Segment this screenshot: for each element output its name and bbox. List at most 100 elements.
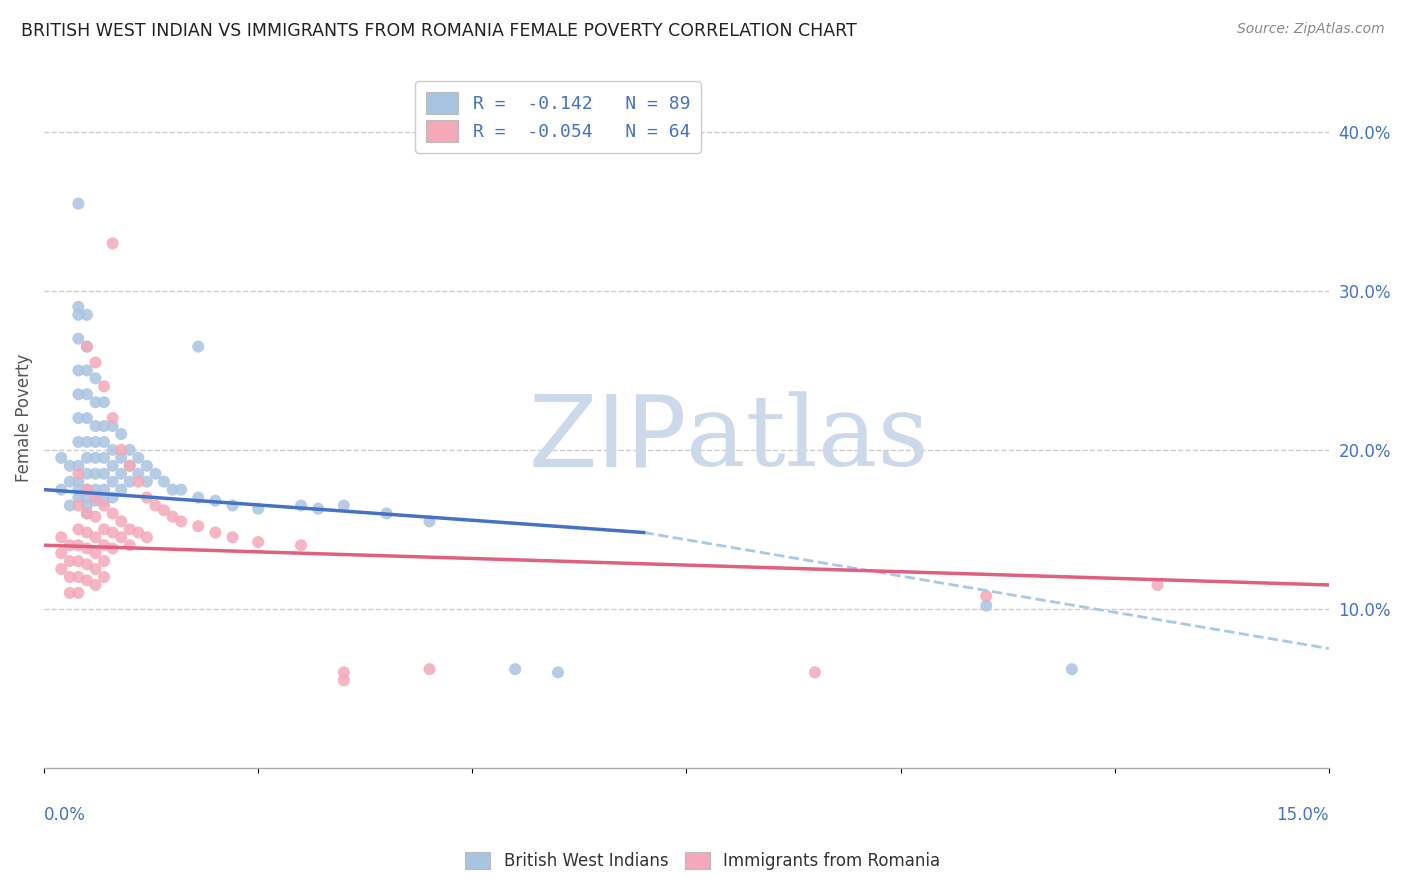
Point [170,483,193,497]
Point [51,450,73,465]
Point [84,530,107,544]
Point [127,525,149,540]
Point [59,554,82,568]
Point [1146,578,1168,592]
Point [76,363,98,377]
Point [84,467,107,481]
Point [51,546,73,560]
Point [101,541,124,556]
Point [51,483,73,497]
Point [76,340,98,354]
Point [84,562,107,576]
Point [59,475,82,489]
Point [67,491,90,505]
Point [59,499,82,513]
Point [974,599,997,613]
Point [93,554,115,568]
Point [375,507,398,521]
Point [418,662,440,676]
Point [162,509,184,524]
Point [290,499,312,513]
Point [418,515,440,529]
Y-axis label: Female Poverty: Female Poverty [15,354,32,483]
Point [135,458,157,473]
Point [93,483,115,497]
Point [118,538,141,552]
Point [101,419,124,434]
Point [101,442,124,457]
Point [67,475,90,489]
Point [76,387,98,401]
Point [76,507,98,521]
Point [503,662,526,676]
Point [67,586,90,600]
Text: Source: ZipAtlas.com: Source: ZipAtlas.com [1237,22,1385,37]
Point [76,541,98,556]
Point [76,411,98,425]
Point [67,554,90,568]
Point [547,665,569,680]
Text: 15.0%: 15.0% [1277,806,1329,824]
Point [59,586,82,600]
Point [221,499,243,513]
Point [59,538,82,552]
Point [101,236,124,251]
Point [118,442,141,457]
Point [84,434,107,449]
Point [76,573,98,587]
Point [93,538,115,552]
Point [84,509,107,524]
Point [187,340,209,354]
Point [101,491,124,505]
Point [84,395,107,409]
Point [127,467,149,481]
Point [84,419,107,434]
Point [247,535,270,549]
Point [333,665,356,680]
Point [101,507,124,521]
Point [118,458,141,473]
Point [145,467,167,481]
Point [101,458,124,473]
Legend: R =  -0.142   N = 89, R =  -0.054   N = 64: R = -0.142 N = 89, R = -0.054 N = 64 [415,81,702,153]
Point [187,519,209,533]
Point [76,450,98,465]
Point [170,515,193,529]
Point [333,673,356,688]
Point [67,538,90,552]
Point [204,493,226,508]
Point [76,558,98,572]
Point [93,522,115,536]
Point [76,308,98,322]
Point [93,570,115,584]
Point [101,411,124,425]
Point [84,371,107,385]
Point [290,538,312,552]
Point [76,434,98,449]
Text: 0.0%: 0.0% [44,806,86,824]
Point [67,570,90,584]
Point [101,475,124,489]
Point [76,467,98,481]
Point [1060,662,1083,676]
Point [307,501,329,516]
Point [67,196,90,211]
Point [76,491,98,505]
Point [59,458,82,473]
Point [93,395,115,409]
Point [67,483,90,497]
Point [67,308,90,322]
Point [51,530,73,544]
Point [110,427,132,442]
Point [804,665,827,680]
Point [84,355,107,369]
Point [127,475,149,489]
Point [67,434,90,449]
Point [67,387,90,401]
Point [153,503,176,517]
Point [51,562,73,576]
Point [59,570,82,584]
Point [84,483,107,497]
Point [67,499,90,513]
Point [84,450,107,465]
